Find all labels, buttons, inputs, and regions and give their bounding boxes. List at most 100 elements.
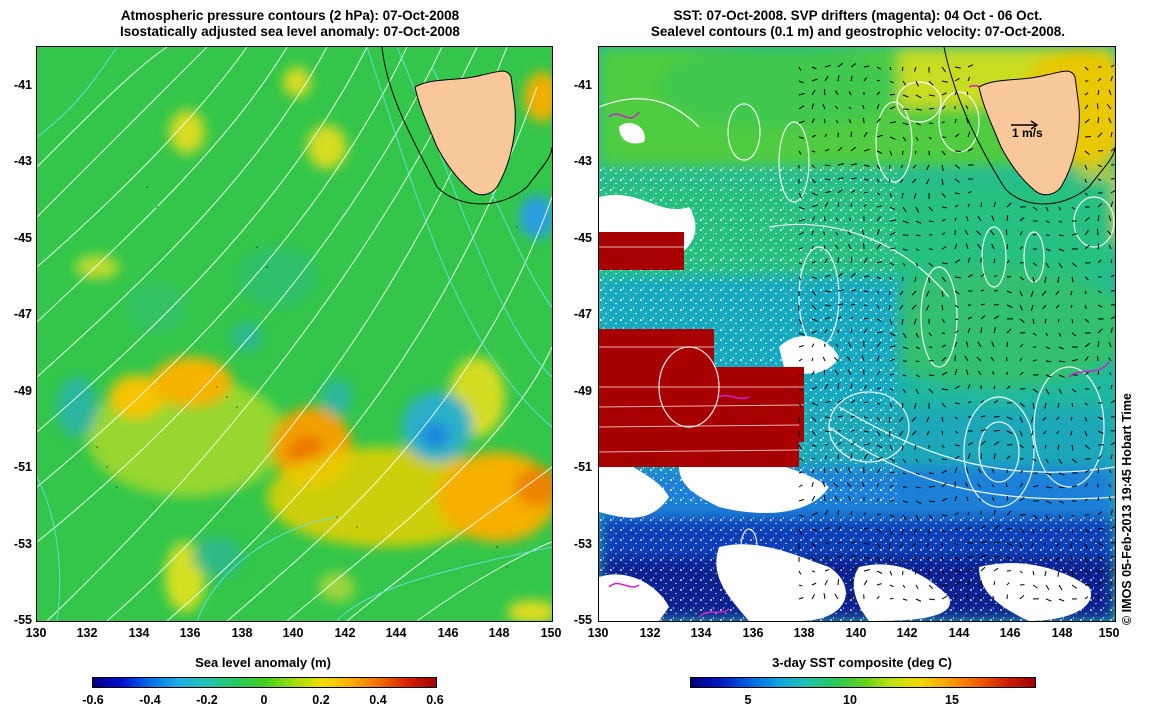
velocity-arrow <box>1108 215 1112 222</box>
velocity-arrow <box>902 94 909 98</box>
velocity-arrow <box>899 290 904 296</box>
velocity-arrow <box>1058 486 1065 489</box>
velocity-arrow <box>1031 556 1034 561</box>
velocity-arrow <box>1019 402 1025 408</box>
velocity-arrow <box>911 416 917 422</box>
velocity-arrow <box>1097 371 1100 376</box>
velocity-arrow <box>1030 304 1034 311</box>
velocity-arrow <box>1071 584 1077 589</box>
velocity-arrow <box>967 316 972 320</box>
velocity-arrow <box>1084 469 1090 474</box>
lon-label: 130 <box>25 626 47 640</box>
velocity-arrow <box>863 580 868 586</box>
velocity-arrow <box>1110 441 1115 446</box>
velocity-arrow <box>902 136 907 142</box>
velocity-arrow <box>941 80 948 83</box>
velocity-arrow <box>941 371 948 376</box>
velocity-arrow <box>824 579 828 586</box>
velocity-arrow <box>954 290 960 295</box>
velocity-arrow <box>837 177 844 180</box>
velocity-arrow <box>1057 276 1060 283</box>
velocity-arrow <box>889 570 893 576</box>
velocity-arrow <box>847 243 852 250</box>
velocity-arrow <box>915 206 919 213</box>
velocity-arrow <box>798 332 805 336</box>
velocity-arrow <box>876 456 883 460</box>
velocity-arrow <box>863 416 868 419</box>
velocity-arrow <box>1055 290 1060 296</box>
velocity-arrow <box>1058 220 1063 223</box>
velocity-arrow <box>1084 596 1089 600</box>
velocity-arrow <box>798 105 805 110</box>
velocity-arrow <box>1019 276 1025 281</box>
velocity-arrow <box>954 118 957 124</box>
velocity-arrow <box>811 192 818 196</box>
velocity-arrow <box>848 342 852 348</box>
velocity-arrow <box>993 315 1000 320</box>
velocity-arrow <box>1058 472 1065 476</box>
velocity-arrow <box>1058 248 1065 252</box>
velocity-arrow <box>1031 430 1034 436</box>
velocity-arrow <box>980 566 986 572</box>
velocity-arrow <box>889 121 896 124</box>
velocity-arrow <box>941 206 947 209</box>
velocity-arrow <box>915 458 918 463</box>
velocity-arrow <box>888 416 891 423</box>
velocity-arrow <box>1058 360 1065 363</box>
velocity-arrow <box>954 66 961 69</box>
velocity-arrow <box>824 316 830 320</box>
velocity-arrow <box>980 289 985 292</box>
velocity-arrow <box>1006 510 1012 516</box>
velocity-arrow <box>1109 371 1112 376</box>
lat-label: -55 <box>573 613 592 627</box>
velocity-arrow <box>850 441 856 446</box>
velocity-arrow <box>928 262 933 267</box>
velocity-arrow <box>1084 416 1088 422</box>
velocity-arrow <box>889 247 896 250</box>
velocity-arrow <box>965 369 969 376</box>
velocity-arrow <box>967 567 974 572</box>
velocity-arrow <box>993 429 1000 432</box>
velocity-arrow <box>941 570 946 576</box>
velocity-arrow <box>915 472 920 476</box>
velocity-arrow <box>1058 262 1063 269</box>
velocity-arrow <box>1097 454 1103 460</box>
velocity-arrow <box>1084 556 1088 563</box>
velocity-arrow <box>915 262 919 267</box>
velocity-arrow <box>941 444 945 449</box>
velocity-arrow <box>941 542 944 547</box>
velocity-arrow <box>1019 416 1023 423</box>
velocity-arrow <box>991 243 995 250</box>
velocity-arrow <box>899 416 904 423</box>
velocity-arrow <box>834 495 839 502</box>
velocity-arrow <box>811 582 817 586</box>
velocity-arrow <box>889 136 896 140</box>
velocity-arrow <box>850 453 853 460</box>
velocity-arrow <box>941 430 944 435</box>
velocity-arrow <box>941 218 946 222</box>
velocity-arrow <box>941 528 945 533</box>
velocity-arrow <box>1071 528 1074 534</box>
velocity-arrow <box>850 146 856 152</box>
velocity-arrow <box>811 512 818 516</box>
left-title-line1: Atmospheric pressure contours (2 hPa): 0… <box>120 8 460 23</box>
velocity-arrow <box>954 593 958 600</box>
velocity-arrow <box>993 274 997 278</box>
velocity-arrow <box>915 94 922 99</box>
velocity-arrow <box>1006 556 1012 560</box>
velocity-arrow <box>1071 206 1075 210</box>
colorbar-tick: -0.4 <box>139 693 161 707</box>
lon-label: 140 <box>282 626 304 640</box>
velocity-arrow <box>1108 117 1112 124</box>
lon-label: 146 <box>437 626 459 640</box>
colorbar-tick: 0 <box>260 693 268 707</box>
velocity-arrow <box>1097 542 1104 547</box>
velocity-arrow <box>902 458 906 463</box>
velocity-arrow <box>876 205 882 208</box>
velocity-arrow <box>993 400 999 404</box>
velocity-arrow <box>888 430 891 437</box>
velocity-arrow <box>1042 416 1047 421</box>
velocity-arrow <box>798 66 802 71</box>
velocity-arrow <box>980 315 986 320</box>
velocity-arrow <box>978 498 982 502</box>
